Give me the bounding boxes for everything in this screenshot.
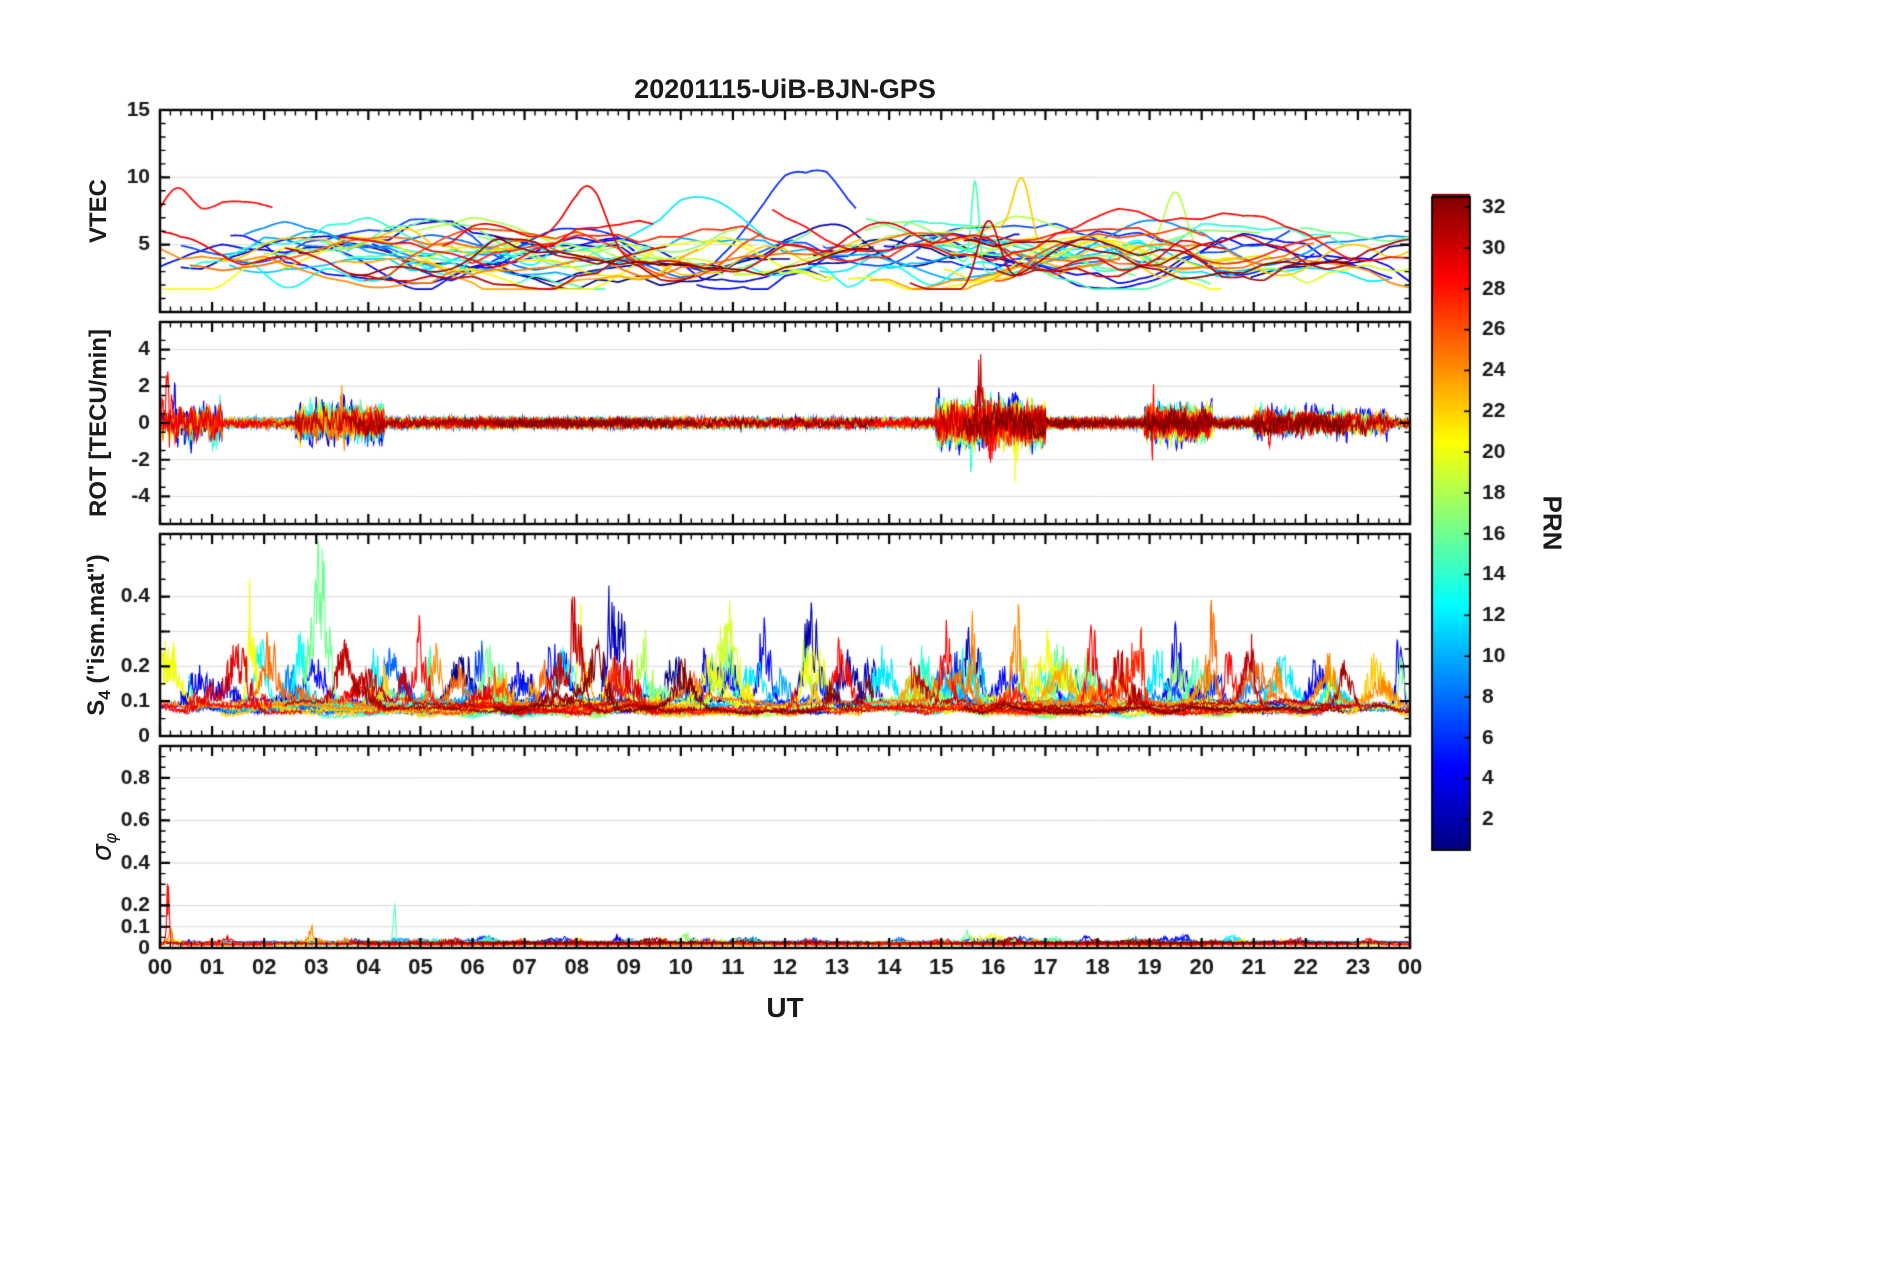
- figure-title: 20201115-UiB-BJN-GPS: [634, 74, 936, 104]
- vtec-axis-label-text: VTEC: [85, 178, 112, 244]
- sigma-phi-panel: [160, 746, 1410, 948]
- s4-axis-label-main: S: [83, 699, 111, 716]
- x-axis-label: UT: [766, 992, 804, 1023]
- colorbar-label: PRN: [1537, 495, 1568, 551]
- prn-colorbar: [1432, 197, 1470, 850]
- s4-axis-label: S4 ("ism.mat"): [83, 554, 115, 716]
- sigma-phi-axis-label-main: σ: [86, 844, 118, 862]
- vtec-axis-label: VTEC: [85, 179, 113, 243]
- s4-panel: [160, 534, 1410, 736]
- sigma-phi-axis-label: σφ: [87, 833, 122, 861]
- vtec-panel: [160, 110, 1410, 312]
- rot-axis-label: ROT [TECU/min]: [85, 329, 113, 517]
- s4-axis-label-rest: ("ism.mat"): [83, 554, 111, 691]
- rot-panel: [160, 322, 1410, 524]
- sigma-phi-axis-label-sub: φ: [101, 832, 122, 845]
- rot-axis-label-text: ROT [TECU/min]: [85, 329, 112, 517]
- s4-axis-label-sub: 4: [94, 690, 114, 700]
